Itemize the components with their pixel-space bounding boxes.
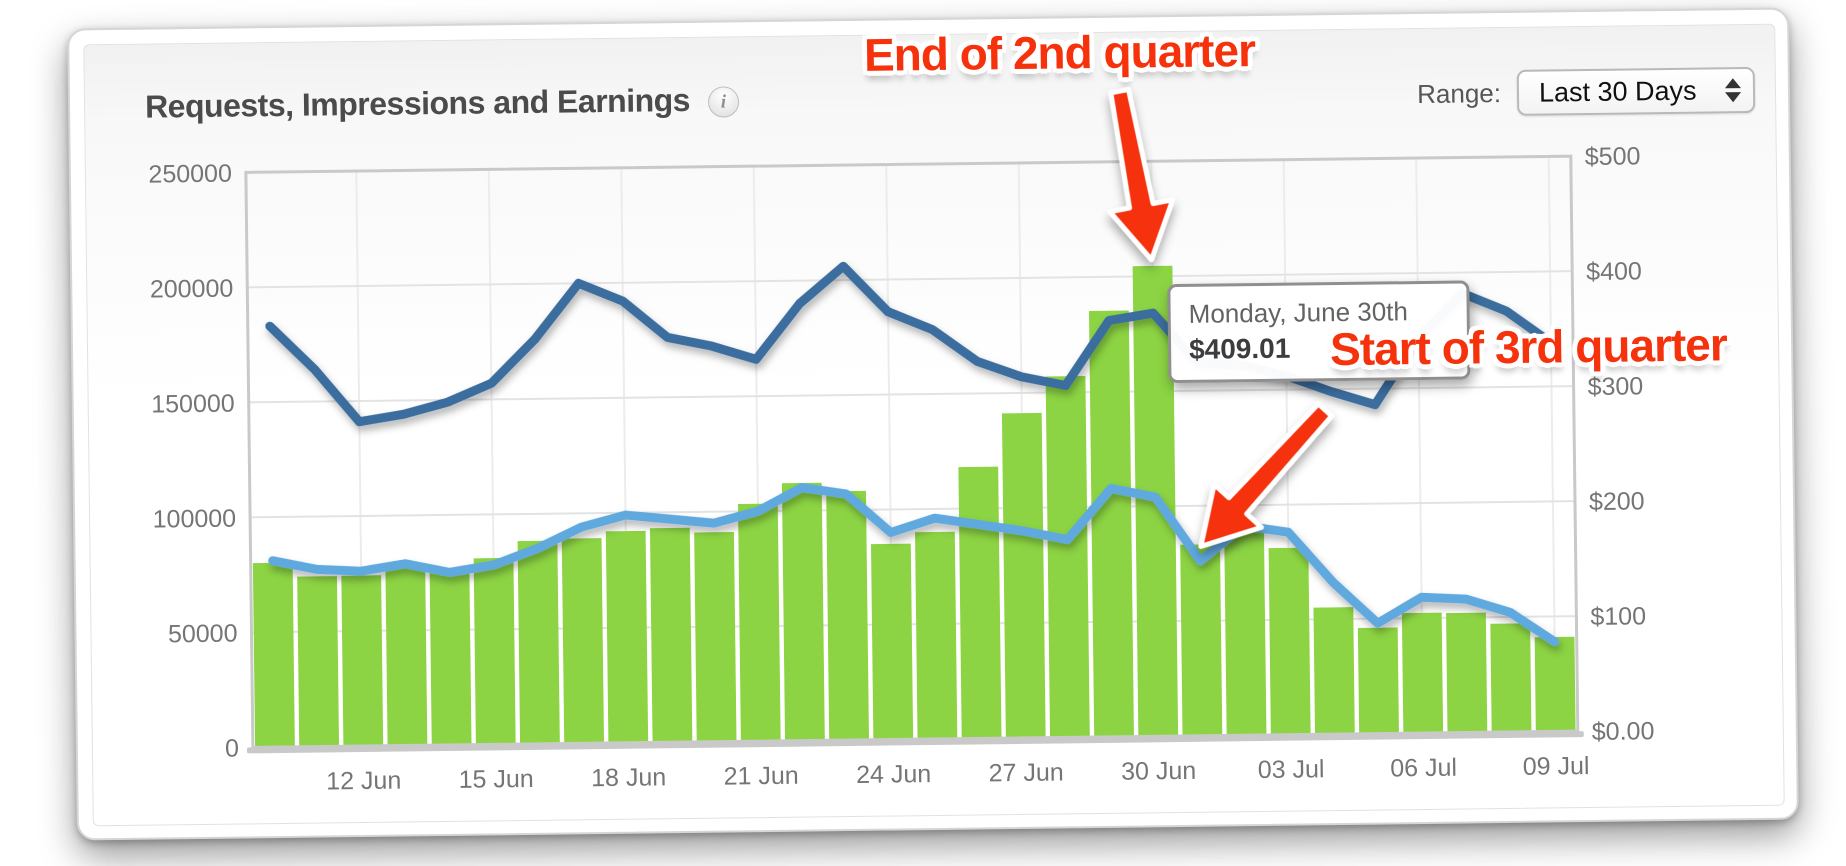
right-axis-tick: $200 (1589, 487, 1645, 516)
earnings-bar[interactable] (385, 565, 428, 746)
earnings-bar[interactable] (1534, 636, 1576, 732)
earnings-bar[interactable] (1357, 627, 1399, 734)
earnings-bar[interactable] (915, 531, 958, 740)
earnings-bar[interactable] (1088, 310, 1134, 738)
left-axis-tick: 100000 (153, 505, 237, 534)
earnings-bar[interactable] (1180, 544, 1223, 736)
h-gridline (248, 385, 1574, 404)
x-axis-label: 03 Jul (1258, 755, 1325, 784)
x-axis-label: 15 Jun (459, 765, 534, 794)
impressions-line[interactable] (268, 478, 1560, 657)
earnings-bar[interactable] (781, 482, 825, 741)
range-label: Range: (1416, 77, 1502, 109)
info-icon[interactable]: i (707, 86, 740, 118)
earnings-bar[interactable] (958, 466, 1002, 739)
earnings-bar[interactable] (694, 532, 737, 742)
earnings-bar[interactable] (1313, 607, 1355, 735)
annotation-start-q3: Start of 3rd quarter (1329, 318, 1728, 376)
v-gridline (1547, 156, 1557, 732)
earnings-bar[interactable] (341, 575, 384, 747)
x-axis-label: 18 Jun (591, 763, 666, 792)
x-axis-label: 30 Jun (1121, 757, 1196, 786)
left-axis-tick: 150000 (151, 390, 235, 419)
earnings-bar[interactable] (1401, 612, 1444, 734)
right-axis-tick: $300 (1587, 372, 1643, 401)
annotation-end-q2: End of 2nd quarter (863, 24, 1256, 81)
earnings-bar[interactable] (1490, 623, 1532, 733)
right-axis-tick: $500 (1585, 142, 1641, 171)
earnings-bar[interactable] (1045, 376, 1090, 738)
left-axis-tick: 50000 (168, 620, 238, 649)
earnings-bar[interactable] (1001, 412, 1046, 739)
x-axis-label: 24 Jun (856, 760, 931, 789)
x-axis-baseline (246, 731, 1584, 754)
h-gridline (247, 270, 1573, 289)
x-axis-label: 12 Jun (326, 767, 401, 796)
earnings-bar[interactable] (1268, 547, 1311, 735)
chart[interactable]: 0 50000 100000 150000 200000 250000 $0.00 $100 $… (141, 129, 1719, 808)
left-axis-tick: 0 (225, 735, 239, 763)
report-panel: Requests, Impressions and Earnings i Ran… (83, 23, 1785, 827)
right-axis-tick: $100 (1590, 602, 1646, 631)
earnings-bar[interactable] (870, 543, 914, 740)
h-gridline (251, 615, 1577, 634)
earnings-bar[interactable] (605, 530, 649, 743)
x-axis-label: 06 Jul (1390, 754, 1457, 783)
earnings-bar[interactable] (429, 569, 472, 746)
right-axis-tick: $0.00 (1592, 717, 1655, 746)
earnings-bar[interactable] (1224, 525, 1267, 736)
screenshot-card: Requests, Impressions and Earnings i Ran… (67, 7, 1799, 841)
requests-line[interactable] (265, 258, 1556, 427)
header: Requests, Impressions and Earnings i (144, 81, 740, 125)
earnings-bar[interactable] (826, 490, 869, 741)
select-stepper-icon (1724, 78, 1742, 103)
x-axis-label: 27 Jun (988, 758, 1063, 787)
chart-area: 0 50000 100000 150000 200000 250000 $0.00 $100 $… (141, 129, 1719, 808)
earnings-bar[interactable] (561, 538, 605, 744)
range-control: Range: Last 30 Days (1416, 66, 1756, 117)
x-axis-label: 21 Jun (724, 762, 799, 791)
h-gridline (250, 500, 1576, 519)
x-axis-label: 09 Jul (1523, 752, 1590, 781)
left-axis-tick: 200000 (150, 275, 234, 304)
earnings-bar[interactable] (517, 540, 560, 745)
right-axis-tick: $400 (1586, 257, 1642, 286)
earnings-bar[interactable] (1446, 612, 1488, 733)
earnings-bar[interactable] (297, 576, 340, 747)
earnings-bar[interactable] (649, 527, 693, 743)
page-title: Requests, Impressions and Earnings (144, 81, 691, 125)
earnings-bar[interactable] (473, 557, 516, 745)
range-select-value: Last 30 Days (1538, 75, 1697, 108)
left-axis-tick: 250000 (148, 160, 232, 189)
earnings-bar[interactable] (737, 503, 781, 742)
range-select[interactable]: Last 30 Days (1516, 66, 1756, 116)
earnings-bar[interactable] (252, 562, 295, 748)
